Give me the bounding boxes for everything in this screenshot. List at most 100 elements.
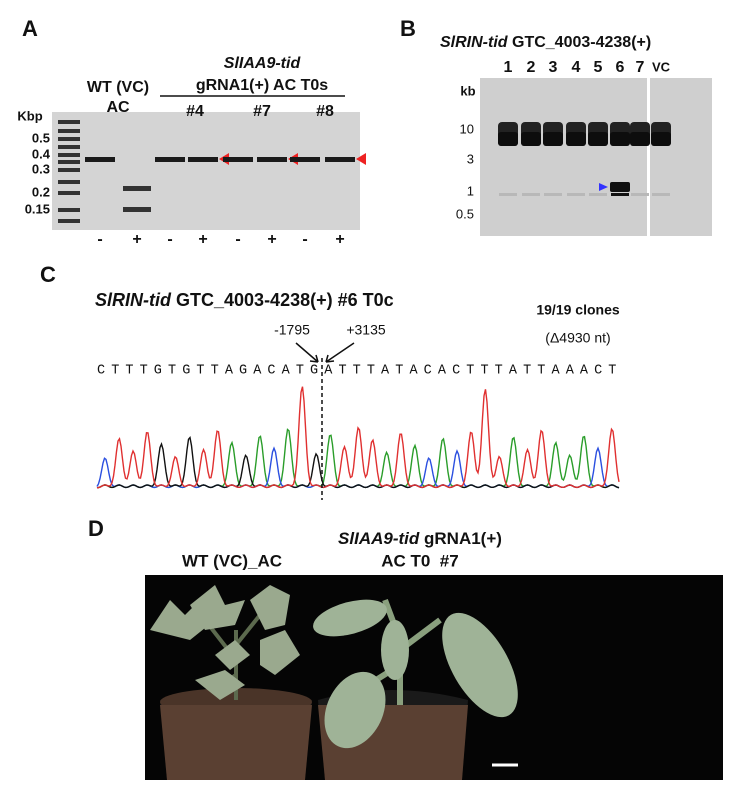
trace — [96, 446, 620, 489]
clone-label: #7 — [253, 103, 271, 120]
arrows — [295, 342, 355, 363]
right-pos: +3135 — [346, 322, 386, 338]
lane-label: - — [97, 231, 102, 248]
lane-label: 3 — [549, 59, 558, 76]
lane-label: 5 — [594, 59, 603, 76]
arrowhead — [356, 153, 366, 165]
title: SlIAA9-tid gRNA1(+) — [338, 529, 502, 548]
ladder-band — [58, 191, 80, 195]
lane-label: 7 — [636, 59, 645, 76]
band — [566, 132, 586, 146]
ladder-band — [58, 145, 80, 149]
ladder-label: 0.3 — [32, 161, 50, 176]
ladder-band — [58, 180, 80, 184]
trace — [96, 386, 620, 489]
band — [543, 132, 563, 146]
gel — [52, 112, 360, 230]
band — [651, 132, 671, 146]
gel-bands — [498, 122, 671, 196]
wt-name: WT (VC) — [87, 79, 149, 96]
ladder-unit: Kbp — [17, 108, 42, 123]
band — [652, 193, 670, 196]
band — [611, 193, 629, 196]
ladder-label: 0.2 — [32, 184, 50, 199]
panel-label: D — [88, 516, 104, 541]
band — [544, 193, 562, 196]
ladder-label: 1 — [467, 183, 474, 198]
line-desc: gRNA1(+) — [424, 529, 502, 548]
band — [610, 182, 630, 192]
ladder-band — [58, 219, 80, 223]
chromatogram — [96, 386, 620, 489]
gel — [480, 78, 712, 236]
lane-label: - — [235, 231, 240, 248]
ladder-unit: kb — [460, 83, 475, 98]
band — [325, 157, 355, 162]
band — [123, 207, 151, 212]
ladder-band — [58, 120, 80, 124]
left-plant: WT (VC)_AC — [182, 551, 282, 570]
right-plant: AC T0 #7 — [381, 551, 458, 570]
arrowhead — [599, 183, 608, 191]
divider — [647, 78, 650, 236]
lane-label: 2 — [527, 59, 536, 76]
band — [588, 132, 608, 146]
band — [589, 193, 607, 196]
clone-label: #4 — [186, 103, 204, 120]
panel-label: B — [400, 16, 416, 41]
band — [290, 157, 320, 162]
band — [630, 132, 650, 146]
line-name: SlRIN-tid — [95, 290, 172, 310]
band — [123, 186, 151, 191]
band — [522, 193, 540, 196]
ladder-band — [58, 208, 80, 212]
ladder-label: 10 — [460, 121, 474, 136]
trace — [96, 436, 620, 489]
band — [521, 132, 541, 146]
line-desc: GTC_4003-4238(+) #6 T0c — [176, 290, 394, 310]
title: SlRIN-tid GTC_4003-4238(+) #6 T0c — [95, 290, 394, 310]
clone-label: #8 — [316, 103, 334, 120]
panel-label: C — [40, 262, 56, 287]
left-pos: -1795 — [274, 322, 310, 338]
lane-label: + — [267, 231, 276, 248]
panel-label: A — [22, 16, 38, 41]
ladder-label: 0.15 — [25, 201, 50, 216]
line-name: SlIAA9-tid — [224, 55, 302, 72]
band — [610, 132, 630, 146]
band — [499, 193, 517, 196]
lane-label: - — [167, 231, 172, 248]
ladder-label: 0.5 — [456, 206, 474, 221]
lane-label: VC — [652, 59, 671, 74]
lane-label: 4 — [572, 59, 581, 76]
band — [188, 157, 218, 162]
sequence: CTTTGTGTTAGACATGATTTATACACTTTATTAAACT — [97, 364, 617, 379]
ladder-label: 0.4 — [32, 146, 51, 161]
deletion: (Δ4930 nt) — [545, 330, 610, 346]
band — [223, 157, 253, 162]
lane-label: 6 — [616, 59, 625, 76]
band — [155, 157, 185, 162]
trace — [96, 428, 620, 489]
ladder-band — [58, 168, 80, 172]
line-desc: GTC_4003-4238(+) — [512, 34, 651, 51]
wt-sub: AC — [106, 99, 130, 116]
gel-bands — [58, 120, 366, 223]
ladder-label: 3 — [467, 151, 474, 166]
ladder-label: 0.5 — [32, 130, 50, 145]
band — [498, 132, 518, 146]
photo — [145, 575, 723, 780]
band — [567, 193, 585, 196]
line-name: SlIAA9-tid — [338, 529, 420, 548]
band — [257, 157, 287, 162]
lane-label: 1 — [504, 59, 513, 76]
ladder-band — [58, 129, 80, 133]
clones: 19/19 clones — [536, 302, 619, 318]
lane-label: + — [132, 231, 141, 248]
ladder-band — [58, 153, 80, 157]
line-name: SlRIN-tid — [440, 34, 509, 51]
band — [631, 193, 649, 196]
lane-label: + — [335, 231, 344, 248]
